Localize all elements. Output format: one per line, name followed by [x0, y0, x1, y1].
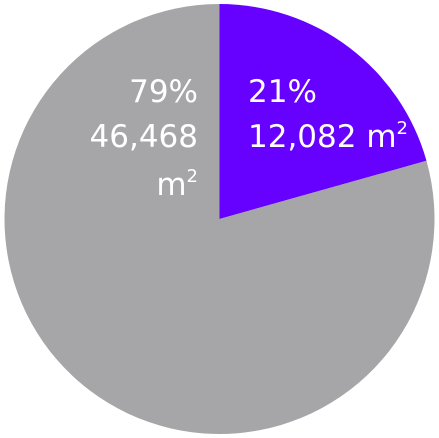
slice-2-unit-label: m2: [156, 166, 198, 203]
pie-slice-2: [4, 4, 435, 435]
slice-1-percent-label: 21%: [248, 74, 317, 110]
slice-2-percent-label: 79%: [129, 74, 198, 110]
slice-2-unit-superscript: 2: [187, 166, 198, 187]
slice-1-value-label: 12,082 m2: [248, 118, 408, 155]
slice-2-unit-text: m: [156, 167, 186, 203]
slice-2-value-label: 46,468: [90, 119, 198, 155]
pie-slice-1: [219, 4, 427, 219]
slice-1-unit-superscript: 2: [397, 118, 408, 139]
slice-1-value-text: 12,082 m: [248, 119, 397, 155]
pie-slices: [4, 4, 435, 435]
